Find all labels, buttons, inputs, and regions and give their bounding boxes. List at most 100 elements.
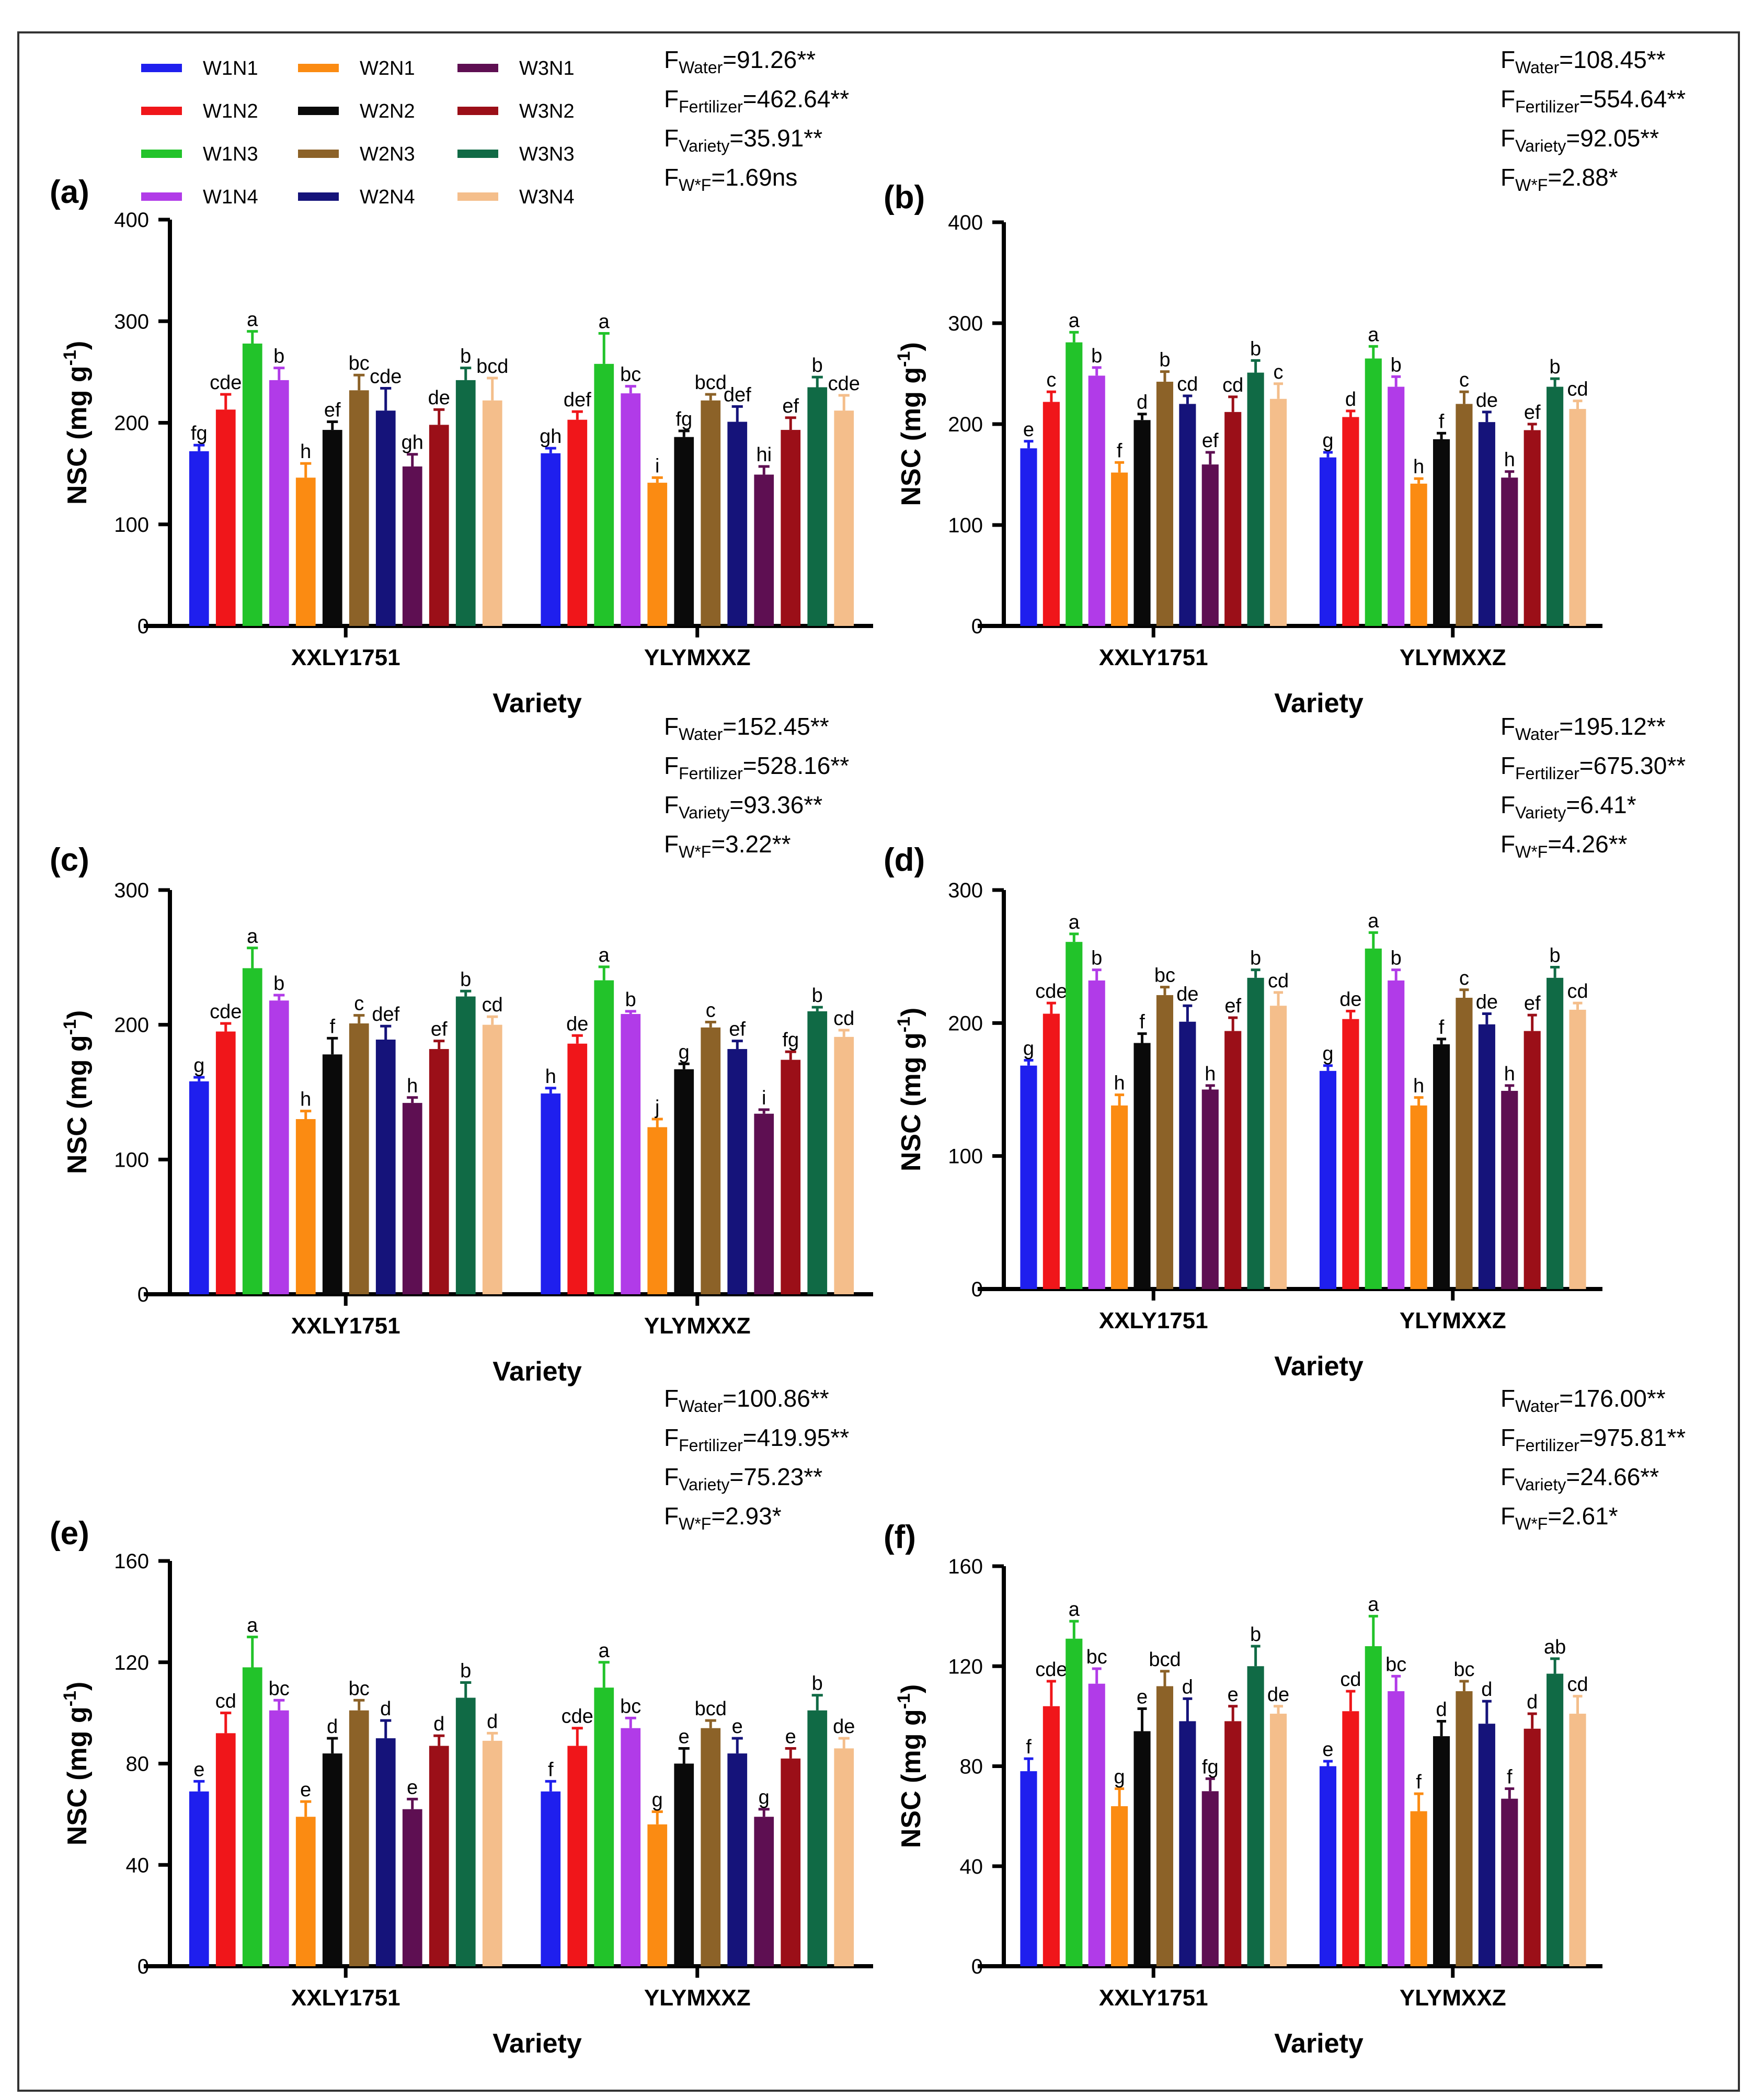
significance-letter: a [1368, 324, 1379, 346]
bar [1501, 1798, 1518, 1966]
significance-letter: j [655, 1097, 659, 1119]
bar [482, 400, 502, 626]
panel-label: (e) [50, 1515, 89, 1552]
bar [1224, 1721, 1242, 1966]
bar [269, 1710, 289, 1966]
bar [375, 411, 396, 626]
f-statistic: FFertilizer=419.95** [664, 1424, 849, 1455]
significance-letter: bcd [1149, 1649, 1181, 1671]
significance-letter: e [785, 1726, 796, 1748]
bar [1569, 409, 1586, 626]
bar [322, 1753, 342, 1966]
bar [322, 430, 342, 626]
significance-letter: def [724, 384, 751, 406]
y-tick-label: 0 [971, 1955, 983, 1978]
y-tick-label: 80 [126, 1753, 150, 1776]
bar [455, 1697, 476, 1966]
bar [834, 1036, 854, 1294]
significance-letter: h [1413, 456, 1424, 478]
y-tick-label: 0 [138, 1955, 149, 1978]
bar [1478, 422, 1495, 626]
f-statistic: FVariety=93.36** [664, 791, 822, 822]
significance-letter: b [812, 355, 823, 377]
significance-letter: h [1205, 1063, 1216, 1085]
category-label: XXLY1751 [291, 645, 400, 670]
y-axis-title: NSC (mg g-1) [60, 1682, 93, 1845]
figure-frame [17, 31, 1740, 2092]
panel-label: (d) [884, 842, 925, 878]
f-statistic: FWater=91.26** [664, 46, 816, 77]
bar [1524, 1728, 1541, 1966]
bar [1156, 995, 1174, 1289]
significance-letter: c [706, 1000, 716, 1022]
bar [1111, 472, 1128, 626]
bar [1365, 948, 1382, 1289]
significance-letter: cde [562, 1706, 593, 1728]
bar [1342, 1711, 1359, 1966]
f-statistic: FWater=152.45** [664, 713, 829, 744]
f-statistic: FWater=100.86** [664, 1385, 829, 1416]
y-tick-label: 120 [948, 1655, 983, 1678]
significance-letter: d [487, 1711, 498, 1732]
y-tick-label: 100 [948, 514, 983, 537]
x-axis-title: Variety [1274, 688, 1364, 719]
significance-letter: cd [1268, 970, 1289, 992]
legend-item: W1N4 [141, 186, 258, 208]
category-label: XXLY1751 [1099, 1985, 1208, 2011]
bar [1088, 375, 1105, 626]
bar [429, 425, 449, 626]
f-statistic: FVariety=6.41* [1500, 791, 1636, 822]
bar [1524, 1031, 1541, 1289]
bar [1319, 1070, 1337, 1289]
y-tick-label: 100 [114, 1148, 149, 1171]
legend-item: W2N1 [298, 58, 415, 79]
significance-letter: h [300, 1089, 311, 1111]
bar [647, 1127, 668, 1294]
bar [1156, 1686, 1174, 1966]
y-tick-label: 80 [960, 1755, 983, 1778]
f-statistic: FW*F=1.69ns [664, 164, 797, 195]
legend-item: W3N3 [457, 143, 575, 165]
significance-letter: g [193, 1055, 204, 1077]
legend-item: W3N2 [457, 100, 575, 122]
significance-letter: bcd [695, 1698, 727, 1720]
bar [1179, 404, 1196, 626]
significance-letter: gh [540, 426, 562, 448]
significance-letter: a [599, 1640, 610, 1662]
significance-letter: ef [1524, 993, 1541, 1014]
significance-letter: de [1267, 1684, 1289, 1706]
significance-letter: e [1322, 1739, 1333, 1761]
significance-letter: g [1023, 1038, 1034, 1060]
category-label: YLYMXXZ [1400, 1985, 1506, 2011]
significance-letter: e [1023, 419, 1034, 441]
significance-letter: cde [210, 1001, 242, 1023]
bar [1088, 980, 1105, 1289]
bar [1388, 980, 1405, 1289]
bar [1020, 1771, 1037, 1966]
bar [1179, 1721, 1196, 1966]
significance-letter: g [679, 1041, 690, 1063]
significance-letter: bc [620, 1695, 641, 1717]
bar [1224, 1031, 1242, 1289]
legend-label: W3N2 [519, 100, 575, 122]
bar [402, 466, 422, 626]
bar [242, 1667, 262, 1966]
legend: W1N1 W1N2 W1N3 W1N4 W2N1 W2N2 W2N3 W2N4 W3N1 W3N2… [141, 58, 575, 208]
bar [754, 1817, 774, 1966]
bar [215, 1733, 236, 1966]
legend-item: W3N4 [457, 186, 575, 208]
significance-letter: fg [782, 1029, 799, 1051]
category-label: YLYMXXZ [644, 1313, 751, 1339]
legend-item: W1N1 [141, 58, 258, 79]
y-axis-title: NSC (mg g-1) [894, 342, 926, 506]
legend-label: W1N4 [203, 186, 258, 208]
bar [189, 1791, 209, 1966]
bar [1066, 942, 1083, 1289]
panel-label: (c) [50, 842, 89, 878]
bar [701, 1728, 721, 1966]
significance-letter: b [273, 346, 284, 368]
category-label: YLYMXXZ [644, 645, 751, 670]
significance-letter: d [327, 1716, 338, 1738]
bar [322, 1054, 342, 1294]
significance-letter: cd [1177, 373, 1198, 395]
